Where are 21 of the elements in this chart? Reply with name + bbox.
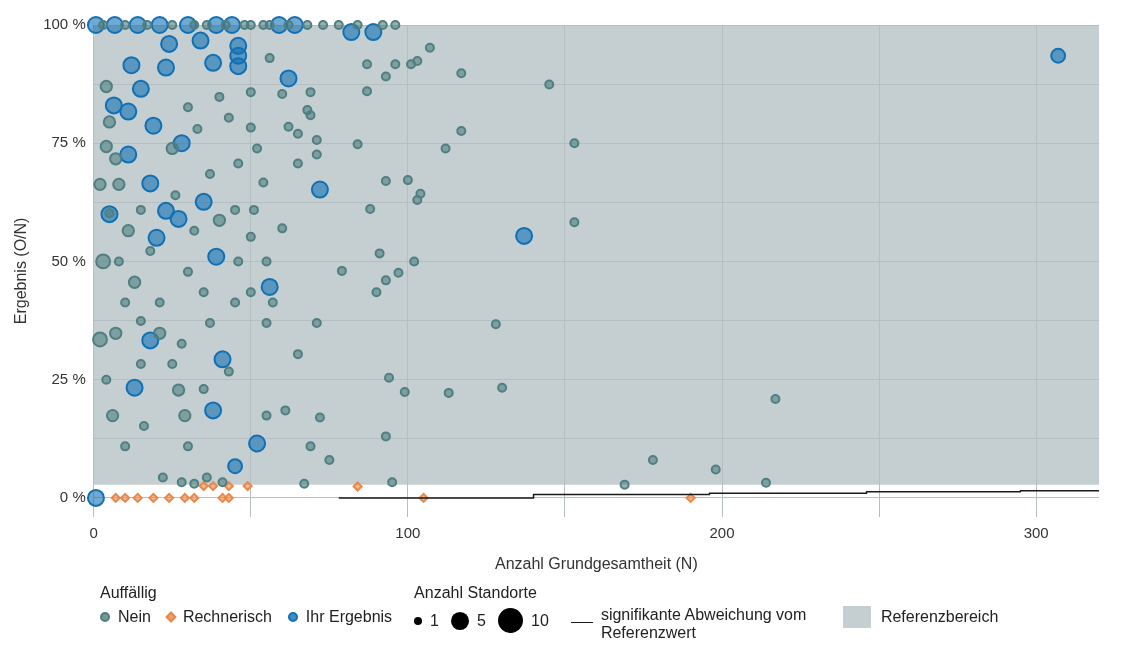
legend-label: Referenzbereich [880,608,999,626]
y-tick-label: 0 % [59,488,86,506]
x-axis-title: Anzahl Grundgesamtheit (N) [494,554,698,572]
legend-label: 1 [429,611,440,630]
y-axis-title: Ergebnis (O/N) [12,217,30,325]
y-tick-label: 25 % [51,369,86,387]
y-tick-label: 100 % [43,15,86,33]
legend-label: 5 [475,611,486,630]
legend-label: 10 [530,610,549,631]
x-tick-label: 200 [709,523,735,541]
x-tick-label: 300 [1023,523,1049,541]
legend-label: Ihr Ergebnis [305,608,393,626]
text: Anzahl Standorte [414,584,538,602]
legend-label: Nein [118,608,151,626]
x-tick-label: 0 [89,523,98,541]
legend-label: Rechnerisch [182,608,272,626]
x-tick-label: 100 [395,523,421,541]
y-tick-label: 75 % [51,133,86,151]
legend-title: Auffällig [100,584,158,602]
y-tick-label: 50 % [51,251,86,269]
legend-label: signifikante Abweichung vom Referenzwert [600,606,808,642]
